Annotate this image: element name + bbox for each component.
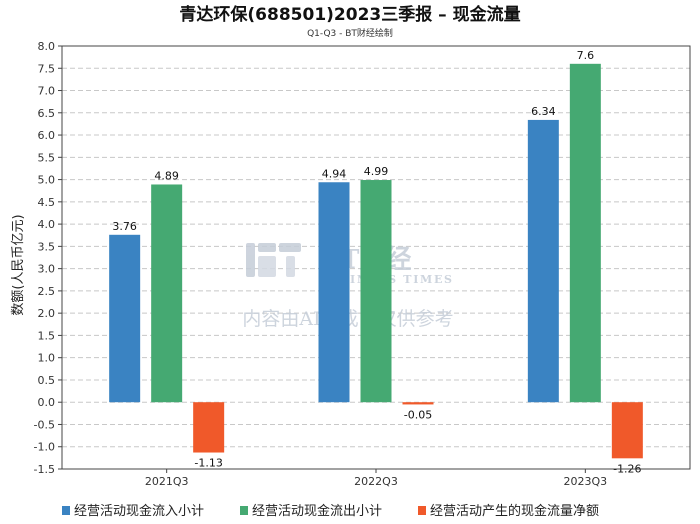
legend-label: 经营活动产生的现金流量净额	[430, 503, 599, 519]
y-tick-label: 7.0	[38, 85, 56, 98]
legend-swatch	[62, 506, 70, 515]
legend-swatch	[418, 506, 426, 515]
bar	[318, 182, 350, 403]
y-tick-label: 4.5	[38, 196, 56, 209]
legend-label: 经营活动现金流出小计	[252, 503, 382, 519]
y-tick-label: 6.0	[38, 129, 56, 142]
y-tick-label: 1.0	[38, 352, 56, 365]
data-label: 4.94	[322, 167, 347, 180]
y-tick-label: 5.0	[38, 174, 56, 187]
y-tick-label: -0.5	[34, 418, 55, 431]
y-tick-label: 0.5	[38, 374, 56, 387]
y-tick-label: 3.5	[38, 240, 56, 253]
y-tick-label: 8.0	[38, 40, 56, 53]
bar	[109, 234, 141, 403]
y-tick-label: 1.5	[38, 329, 56, 342]
y-axis-title: 数额(人民币亿元)	[11, 214, 26, 315]
y-tick-label: 2.5	[38, 285, 56, 298]
legend-swatch	[240, 506, 248, 515]
bar	[569, 63, 601, 403]
bt-logo-icon	[246, 243, 301, 277]
data-label: -0.05	[404, 408, 432, 421]
y-tick-label: 4.0	[38, 218, 56, 231]
legend-item: 经营活动现金流入小计	[62, 503, 204, 519]
y-axis: -1.5 -1.0 -0.5 0.0 0.5 1.0 1.5 2.0 2.5 3.0 3.5 4.0 4…	[34, 40, 62, 476]
chart-subtitle: Q1-Q3 - BT财经绘制	[307, 27, 393, 39]
x-tick-label: 2021Q3	[145, 475, 189, 488]
x-axis: 2021Q3 2022Q3 2023Q3	[145, 469, 607, 488]
data-labels: 3.764.89-1.134.94 4.99-0.056.347.6-1.26	[112, 49, 641, 476]
y-tick-label: -1.5	[34, 463, 55, 476]
legend-item: 经营活动产生的现金流量净额	[418, 503, 599, 519]
chart-title: 青达环保(688501)2023三季报 – 现金流量	[179, 4, 520, 25]
data-label: 4.89	[154, 169, 179, 182]
legend-label: 经营活动现金流入小计	[74, 503, 204, 519]
data-label: 3.76	[112, 220, 137, 233]
bar	[527, 119, 559, 403]
data-label: 6.34	[531, 105, 556, 118]
data-label: 7.6	[577, 49, 595, 62]
y-tick-label: 2.0	[38, 307, 56, 320]
bar	[402, 402, 434, 405]
y-tick-label: 7.5	[38, 62, 56, 75]
bar	[611, 402, 643, 459]
bars	[109, 63, 643, 459]
y-tick-label: -1.0	[34, 441, 55, 454]
y-tick-label: 5.5	[38, 151, 56, 164]
y-tick-label: 6.5	[38, 107, 56, 120]
y-tick-label: 3.0	[38, 263, 56, 276]
data-label: 4.99	[364, 165, 389, 178]
legend-item: 经营活动现金流出小计	[240, 503, 382, 519]
bar	[360, 180, 392, 403]
y-tick-label: 0.0	[38, 396, 56, 409]
x-tick-label: 2023Q3	[564, 475, 608, 488]
bar	[193, 402, 225, 453]
data-label: -1.13	[194, 457, 222, 470]
legend: 经营活动现金流入小计 经营活动现金流出小计 经营活动产生的现金流量净额	[62, 503, 599, 519]
x-tick-label: 2022Q3	[354, 475, 398, 488]
bar	[151, 184, 183, 403]
